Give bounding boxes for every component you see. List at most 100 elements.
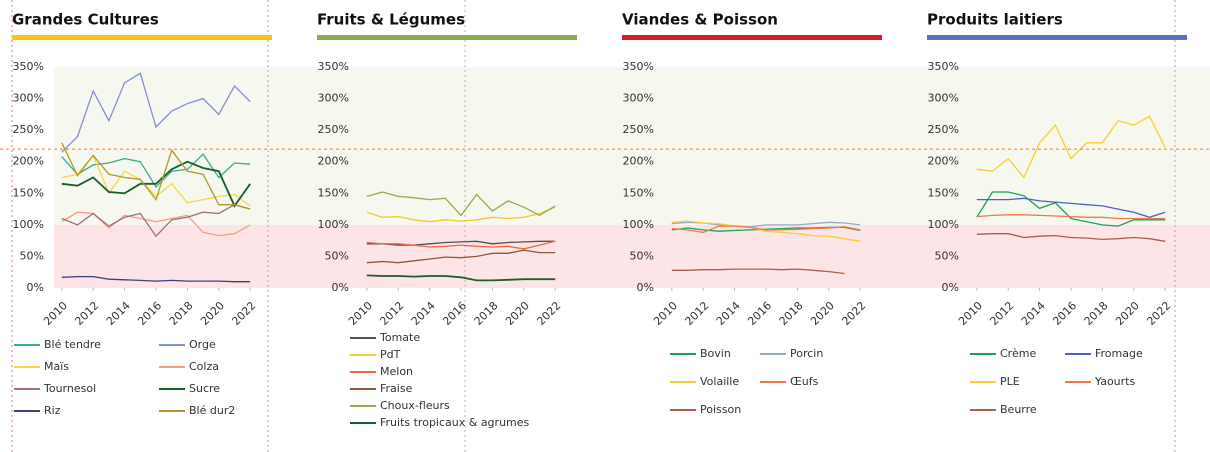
y-tick-label: 0%: [637, 281, 654, 294]
chart-title: Viandes & Poisson: [622, 11, 778, 29]
series-line: [61, 204, 251, 238]
legend-label: PdT: [380, 348, 401, 361]
x-tick-label: 2012: [72, 299, 101, 328]
title-underline: [12, 35, 272, 40]
legend-label: Melon: [380, 365, 413, 378]
y-tick-label: 300%: [928, 92, 959, 105]
y-tick-label: 150%: [13, 186, 44, 199]
x-tick-label: 2022: [229, 299, 258, 328]
y-tick-label: 50%: [935, 249, 959, 262]
series-line: [366, 240, 556, 246]
x-tick-label: 2016: [1050, 299, 1079, 328]
series-line: [671, 268, 845, 275]
x-tick-label: 2014: [714, 299, 743, 328]
x-tick-label: 2020: [198, 299, 227, 328]
y-tick-label: 350%: [318, 60, 349, 73]
legend-label: Volaille: [700, 375, 739, 388]
x-tick-label: 2016: [745, 299, 774, 328]
x-tick-label: 2012: [682, 299, 711, 328]
legend-label: Porcin: [790, 347, 823, 360]
y-tick-label: 100%: [13, 218, 44, 231]
x-tick-label: 2010: [651, 299, 680, 328]
legend-label: PLE: [1000, 375, 1020, 388]
series-line: [61, 153, 251, 189]
series-line: [61, 142, 251, 210]
x-tick-label: 2012: [377, 299, 406, 328]
x-tick-label: 2016: [440, 299, 469, 328]
y-tick-label: 300%: [623, 92, 654, 105]
title-underline: [317, 35, 577, 40]
legend-label: Œufs: [790, 375, 819, 388]
series-line: [61, 160, 251, 208]
y-tick-label: 200%: [13, 155, 44, 168]
y-tick-label: 200%: [623, 155, 654, 168]
y-tick-label: 150%: [928, 186, 959, 199]
x-tick-label: 2022: [1144, 299, 1173, 328]
title-underline: [622, 35, 882, 40]
series-line: [366, 249, 556, 264]
legend-label: Bovin: [700, 347, 731, 360]
y-tick-label: 0%: [332, 281, 349, 294]
x-tick-label: 2020: [1113, 299, 1142, 328]
legend-label: Yaourts: [1094, 375, 1135, 388]
x-tick-label: 2014: [409, 299, 438, 328]
x-tick-label: 2014: [104, 299, 133, 328]
legend-label: Blé dur2: [189, 404, 235, 417]
series-line: [976, 191, 1166, 227]
series-line: [366, 274, 556, 282]
y-tick-label: 50%: [630, 249, 654, 262]
x-tick-label: 2010: [346, 299, 375, 328]
y-tick-label: 100%: [928, 218, 959, 231]
series-line: [366, 191, 556, 217]
legend-label: Poisson: [700, 403, 741, 416]
y-tick-label: 100%: [623, 218, 654, 231]
x-tick-label: 2014: [1019, 299, 1048, 328]
y-tick-label: 350%: [928, 60, 959, 73]
legend-label: Tournesol: [43, 382, 96, 395]
series-line: [366, 206, 556, 223]
y-tick-label: 50%: [20, 249, 44, 262]
series-line: [671, 220, 861, 242]
series-line: [61, 275, 251, 283]
y-tick-label: 250%: [623, 123, 654, 136]
legend-label: Fromage: [1095, 347, 1143, 360]
y-tick-label: 350%: [13, 60, 44, 73]
y-tick-label: 200%: [318, 155, 349, 168]
legend-label: Tomate: [379, 331, 420, 344]
series-line: [366, 240, 556, 250]
x-tick-label: 2018: [777, 299, 806, 328]
legend-label: Fruits tropicaux & agrumes: [380, 416, 530, 429]
legend-label: Riz: [44, 404, 61, 417]
series-line: [61, 72, 251, 153]
title-underline: [927, 35, 1187, 40]
x-tick-label: 2018: [1082, 299, 1111, 328]
legend-label: Choux-fleurs: [380, 399, 450, 412]
legend-label: Fraise: [380, 382, 413, 395]
y-tick-label: 250%: [13, 123, 44, 136]
y-tick-label: 100%: [318, 218, 349, 231]
x-tick-label: 2010: [956, 299, 985, 328]
x-tick-label: 2022: [534, 299, 563, 328]
y-tick-label: 150%: [623, 186, 654, 199]
x-tick-label: 2020: [503, 299, 532, 328]
x-tick-label: 2010: [41, 299, 70, 328]
series-line: [976, 115, 1166, 179]
y-tick-label: 300%: [13, 92, 44, 105]
chart-title: Grandes Cultures: [12, 11, 159, 29]
y-tick-label: 300%: [318, 92, 349, 105]
chart-title: Produits laitiers: [927, 11, 1063, 29]
y-tick-label: 150%: [318, 186, 349, 199]
series-line: [976, 214, 1166, 220]
y-tick-label: 0%: [942, 281, 959, 294]
y-tick-label: 250%: [928, 123, 959, 136]
x-tick-label: 2018: [472, 299, 501, 328]
series-line: [976, 197, 1166, 218]
series-line: [976, 233, 1166, 242]
legend-label: Maïs: [44, 360, 69, 373]
y-tick-label: 0%: [27, 281, 44, 294]
series-line: [671, 225, 861, 234]
y-tick-label: 250%: [318, 123, 349, 136]
chart-title: Fruits & Légumes: [317, 11, 465, 29]
legend-label: Blé tendre: [44, 338, 101, 351]
